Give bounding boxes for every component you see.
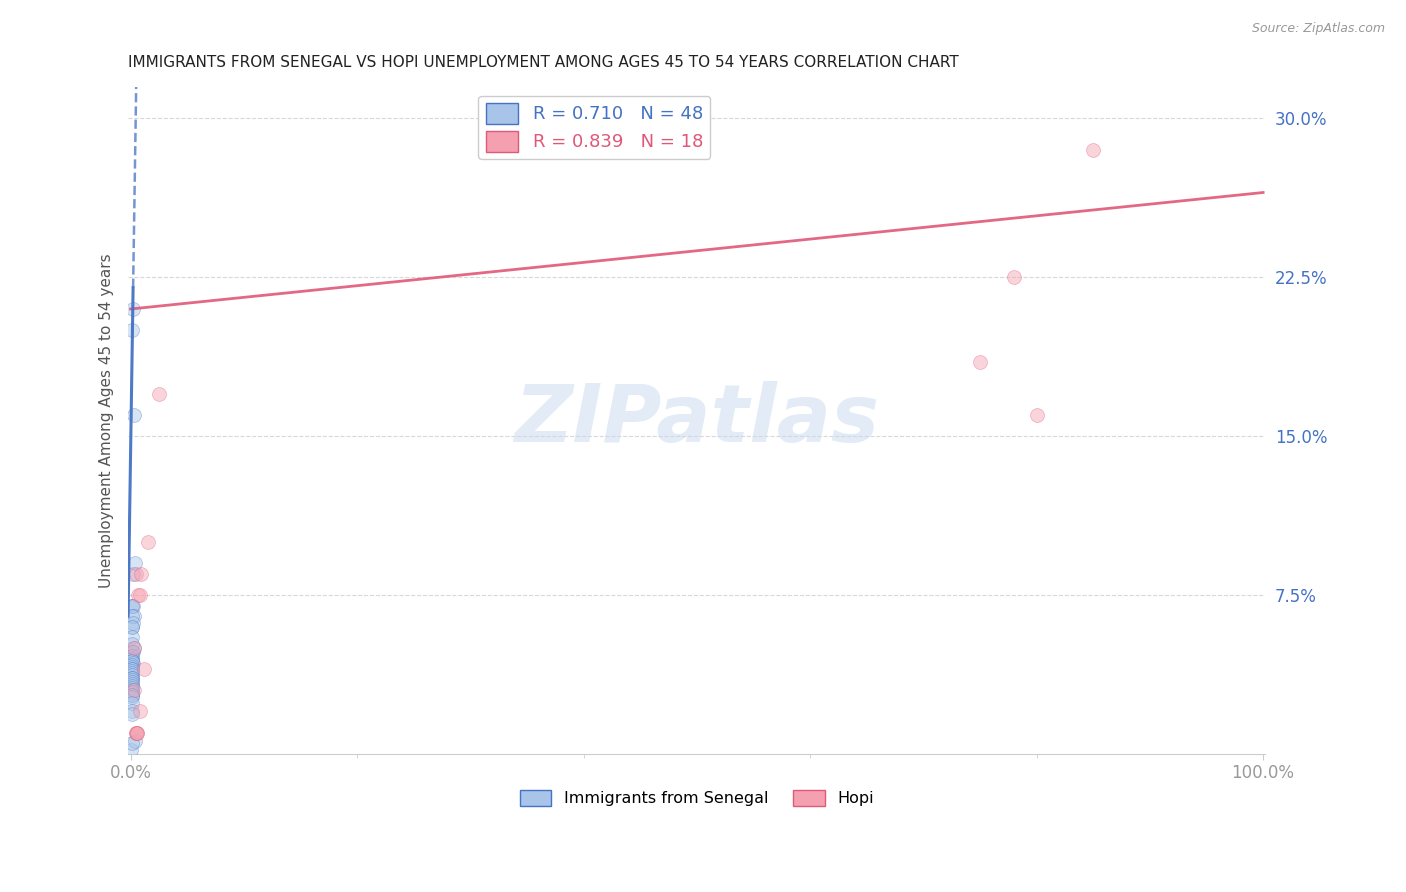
Point bbox=[121, 599, 143, 613]
Point bbox=[121, 705, 143, 719]
Point bbox=[121, 323, 143, 337]
Point bbox=[121, 665, 143, 679]
Point bbox=[1083, 143, 1105, 157]
Point bbox=[128, 705, 150, 719]
Point bbox=[121, 637, 143, 651]
Point bbox=[121, 566, 143, 581]
Point bbox=[127, 725, 149, 739]
Point bbox=[121, 662, 143, 676]
Text: ZIPatlas: ZIPatlas bbox=[515, 381, 879, 459]
Point bbox=[121, 706, 143, 721]
Point bbox=[121, 599, 143, 613]
Point bbox=[120, 742, 142, 756]
Point bbox=[1002, 270, 1025, 285]
Point bbox=[121, 660, 143, 674]
Point bbox=[121, 681, 143, 696]
Point bbox=[121, 662, 143, 676]
Point bbox=[128, 588, 150, 602]
Point bbox=[121, 649, 143, 664]
Point bbox=[127, 588, 149, 602]
Point bbox=[121, 620, 143, 634]
Point bbox=[121, 645, 143, 659]
Point bbox=[121, 690, 143, 704]
Point bbox=[122, 408, 145, 422]
Point bbox=[121, 683, 143, 698]
Point bbox=[136, 535, 159, 549]
Point bbox=[129, 566, 152, 581]
Point bbox=[121, 674, 143, 689]
Point bbox=[121, 654, 143, 668]
Point bbox=[121, 671, 143, 685]
Point bbox=[121, 620, 143, 634]
Point bbox=[121, 657, 143, 672]
Point bbox=[121, 599, 143, 613]
Point bbox=[121, 615, 143, 630]
Point bbox=[969, 355, 991, 369]
Point bbox=[121, 668, 143, 682]
Point bbox=[121, 651, 143, 665]
Point bbox=[121, 631, 143, 645]
Point bbox=[121, 688, 143, 702]
Text: IMMIGRANTS FROM SENEGAL VS HOPI UNEMPLOYMENT AMONG AGES 45 TO 54 YEARS CORRELATI: IMMIGRANTS FROM SENEGAL VS HOPI UNEMPLOY… bbox=[128, 55, 959, 70]
Point bbox=[121, 696, 143, 710]
Point bbox=[122, 683, 145, 698]
Point bbox=[122, 640, 145, 655]
Point bbox=[121, 671, 143, 685]
Point bbox=[121, 677, 143, 691]
Point bbox=[121, 685, 143, 699]
Point bbox=[125, 725, 148, 739]
Point bbox=[127, 725, 149, 739]
Point bbox=[122, 640, 145, 655]
Point bbox=[121, 301, 143, 316]
Point bbox=[124, 556, 146, 570]
Point bbox=[132, 662, 155, 676]
Point bbox=[121, 666, 143, 681]
Point bbox=[125, 566, 148, 581]
Point bbox=[121, 656, 143, 670]
Point bbox=[121, 609, 143, 624]
Point bbox=[121, 679, 143, 693]
Point bbox=[121, 654, 143, 668]
Point bbox=[1025, 408, 1047, 422]
Point bbox=[121, 688, 143, 702]
Point bbox=[121, 645, 143, 659]
Point bbox=[124, 734, 146, 748]
Point bbox=[122, 609, 145, 624]
Y-axis label: Unemployment Among Ages 45 to 54 years: Unemployment Among Ages 45 to 54 years bbox=[100, 253, 114, 588]
Legend: Immigrants from Senegal, Hopi: Immigrants from Senegal, Hopi bbox=[513, 783, 880, 813]
Point bbox=[125, 725, 148, 739]
Text: Source: ZipAtlas.com: Source: ZipAtlas.com bbox=[1251, 22, 1385, 36]
Point bbox=[148, 386, 170, 401]
Point bbox=[121, 673, 143, 687]
Point bbox=[121, 736, 143, 750]
